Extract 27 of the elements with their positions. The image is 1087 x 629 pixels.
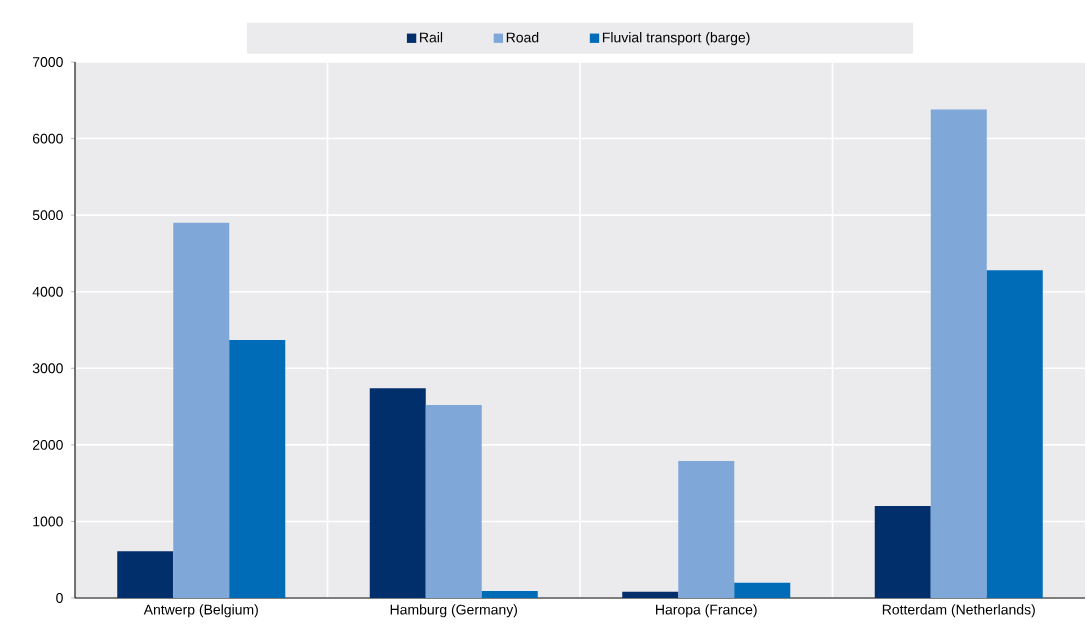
bar <box>425 405 482 598</box>
legend-label: Rail <box>420 32 443 43</box>
bar <box>369 388 426 598</box>
y-tick-label: 7000 <box>32 57 63 67</box>
y-tick-label: 0 <box>56 593 63 603</box>
bar <box>622 591 679 598</box>
y-tick-label: 5000 <box>32 210 63 221</box>
legend-label: Fluvial transport (barge) <box>602 32 750 46</box>
bar <box>874 506 931 598</box>
x-tick-label: Rotterdam (Netherlands) <box>882 604 1035 618</box>
y-tick-label: 6000 <box>32 133 63 144</box>
bar <box>734 582 791 598</box>
bar <box>986 270 1043 598</box>
bar <box>117 551 174 598</box>
y-tick-label: 3000 <box>32 363 63 374</box>
y-tick-label: 2000 <box>32 439 63 450</box>
bar <box>229 339 286 598</box>
y-tick-label: 4000 <box>32 286 63 297</box>
bar <box>173 222 230 598</box>
x-tick-label: Haropa (France) <box>656 604 757 618</box>
x-tick-label: Hamburg (Germany) <box>390 604 518 618</box>
x-tick-label: Antwerp (Belgium) <box>143 604 258 618</box>
bar <box>678 460 735 598</box>
bar <box>481 591 538 598</box>
legend-label: Road <box>506 32 539 43</box>
y-tick-label: 1000 <box>33 516 63 527</box>
bar <box>930 109 987 598</box>
